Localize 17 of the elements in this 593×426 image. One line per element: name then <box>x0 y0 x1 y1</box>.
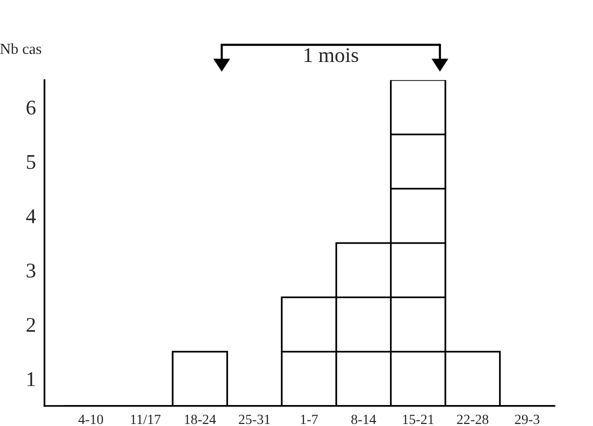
y-tick-label: 4 <box>26 209 36 224</box>
y-axis-title: Nb cas <box>0 43 42 54</box>
y-tick-label: 6 <box>26 100 36 115</box>
x-tick-label: 18-24 <box>184 414 216 424</box>
x-tick-label: 4-10 <box>78 414 104 424</box>
x-tick-label: 22-28 <box>457 414 488 424</box>
x-tick-label: 8-14 <box>351 414 376 424</box>
x-tick-label: 29-3 <box>515 414 540 424</box>
x-tick-label: 25-31 <box>238 414 270 424</box>
y-tick-label: 2 <box>26 318 35 332</box>
x-tick-label: 1-7 <box>300 414 318 424</box>
y-tick-label: 5 <box>26 155 36 169</box>
text: 1 mois <box>304 48 358 62</box>
y-tick-label: 3 <box>26 264 36 278</box>
x-tick-label: 15-21 <box>403 414 434 424</box>
y-tick-label: 1 <box>28 372 35 386</box>
x-tick-label: 11/17 <box>131 414 161 424</box>
